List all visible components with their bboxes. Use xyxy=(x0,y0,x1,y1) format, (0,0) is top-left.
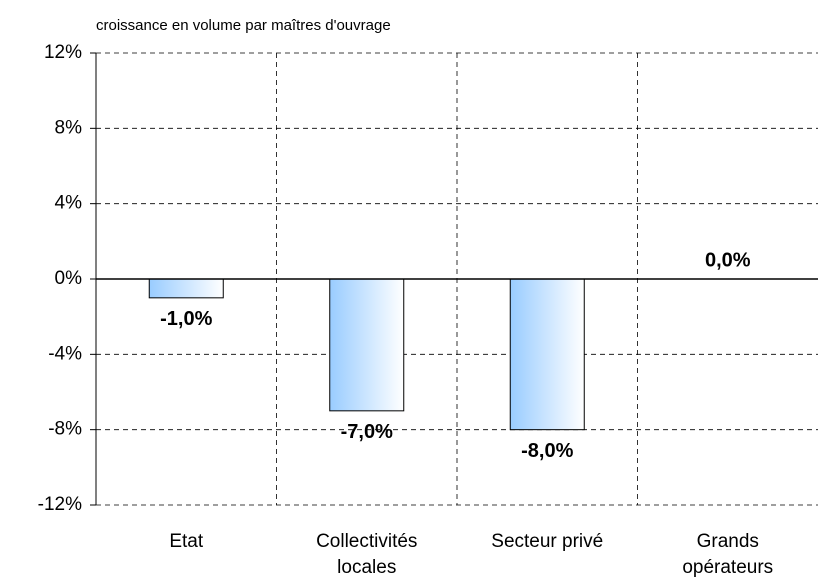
y-tick-label: -4% xyxy=(48,343,82,364)
value-label: -1,0% xyxy=(160,308,212,330)
bar xyxy=(148,278,224,299)
y-tick-label: -12% xyxy=(38,494,82,515)
bar xyxy=(509,278,585,431)
x-tick-label: Grands opérateurs xyxy=(682,531,774,578)
value-label: 0,0% xyxy=(705,249,751,271)
y-tick-label: 8% xyxy=(55,117,83,138)
value-label: -8,0% xyxy=(521,440,573,462)
x-tick-label: Collectivités locales xyxy=(316,531,418,578)
bar xyxy=(329,278,405,412)
y-tick-label: 0% xyxy=(55,268,83,289)
y-tick-label: 4% xyxy=(55,193,83,214)
value-label: -7,0% xyxy=(341,421,393,443)
y-tick-label: -8% xyxy=(48,419,82,440)
chart-title: croissance en volume par maîtres d'ouvra… xyxy=(96,17,391,34)
x-tick-label: Secteur privé xyxy=(491,531,604,552)
y-tick-label: 12% xyxy=(44,42,82,63)
x-tick-label: Etat xyxy=(169,531,204,552)
